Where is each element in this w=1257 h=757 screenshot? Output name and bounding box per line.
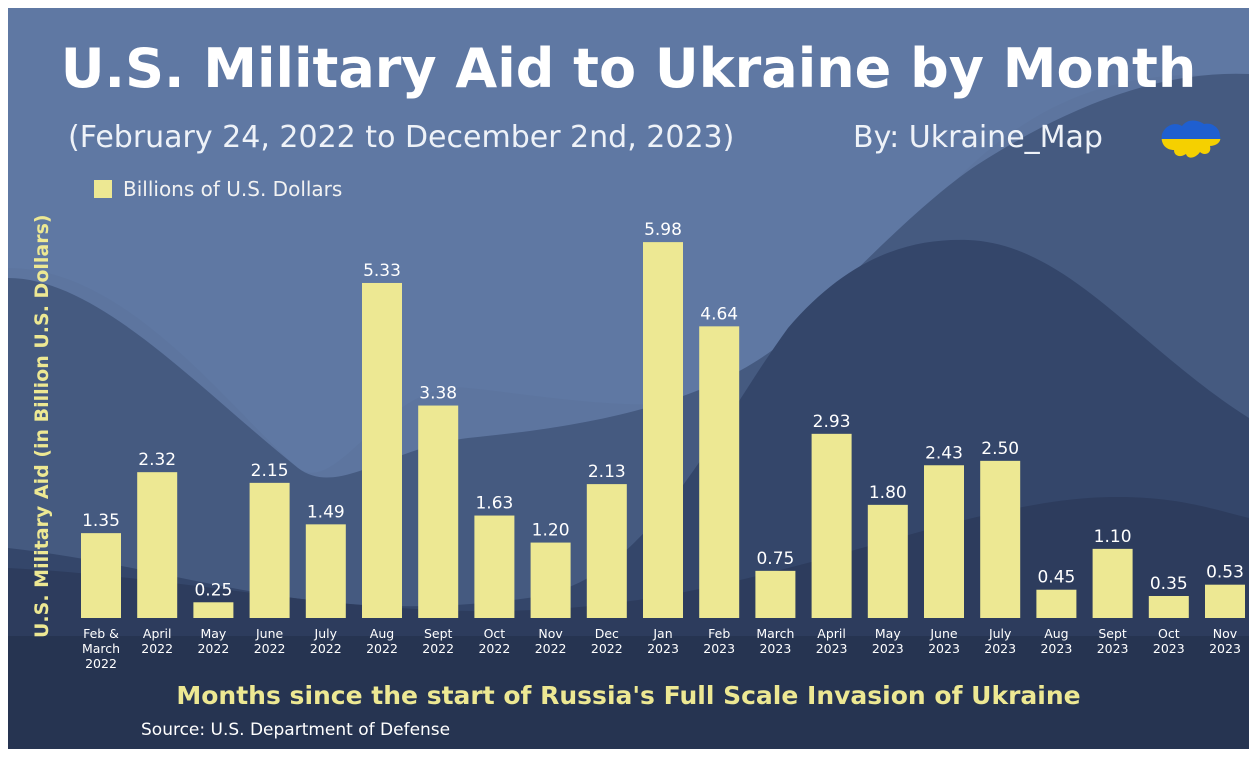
bar-15: [924, 465, 964, 618]
x-tick-label-4: July 2022: [310, 626, 342, 656]
x-tick-label-18: Sept 2023: [1097, 626, 1129, 656]
x-tick-label-2: May 2022: [197, 626, 229, 656]
x-tick-label-16: July 2023: [984, 626, 1016, 656]
data-label-2: 0.25: [194, 580, 232, 600]
bar-8: [530, 542, 571, 618]
bar-11: [699, 326, 740, 618]
x-tick-label-15: June 2023: [928, 626, 960, 656]
x-tick-label-1: April 2022: [141, 626, 173, 656]
bar-14: [867, 504, 908, 618]
bar-7: [474, 515, 515, 618]
bar-16: [980, 460, 1021, 618]
legend-swatch: [94, 180, 112, 198]
legend-label: Billions of U.S. Dollars: [123, 177, 343, 201]
data-label-12: 0.75: [756, 549, 794, 569]
bar-20: [1205, 584, 1245, 618]
bar-19: [1148, 596, 1189, 618]
x-tick-label-17: Aug 2023: [1040, 626, 1072, 656]
data-label-20: 0.53: [1206, 563, 1244, 583]
x-tick-label-11: Feb 2023: [703, 626, 735, 656]
source-note: Source: U.S. Department of Defense: [141, 720, 451, 740]
data-label-11: 4.64: [700, 304, 738, 324]
bar-10: [643, 242, 683, 618]
bar-13: [811, 433, 852, 618]
data-label-19: 0.35: [1150, 574, 1188, 594]
bar-2: [193, 602, 234, 618]
chart-title: U.S. Military Aid to Ukraine by Month: [60, 37, 1197, 100]
x-tick-label-0: Feb & March 2022: [82, 626, 120, 671]
x-tick-label-14: May 2023: [872, 626, 904, 656]
x-axis-label: Months since the start of Russia's Full …: [176, 681, 1081, 710]
data-label-7: 1.63: [475, 494, 513, 514]
x-tick-label-9: Dec 2022: [591, 626, 623, 656]
data-label-16: 2.50: [981, 439, 1019, 459]
x-tick-label-8: Nov 2022: [535, 626, 567, 656]
data-label-14: 1.80: [869, 483, 907, 503]
chart-frame: U.S. Military Aid to Ukraine by Month (F…: [8, 8, 1249, 749]
data-label-1: 2.32: [138, 450, 176, 470]
chart-subtitle: (February 24, 2022 to December 2nd, 2023…: [68, 120, 735, 155]
bar-9: [586, 484, 627, 618]
bar-3: [249, 482, 290, 618]
data-label-6: 3.38: [419, 384, 457, 404]
data-label-3: 2.15: [251, 461, 289, 481]
x-tick-label-3: June 2022: [254, 626, 286, 656]
bar-5: [362, 282, 402, 618]
x-tick-label-5: Aug 2022: [366, 626, 398, 656]
bar-12: [755, 570, 796, 618]
x-tick-label-6: Sept 2022: [422, 626, 454, 656]
data-label-8: 1.20: [532, 521, 570, 541]
bar-0: [81, 533, 121, 618]
data-label-9: 2.13: [588, 462, 626, 482]
bar-1: [137, 472, 178, 618]
data-label-10: 5.98: [644, 220, 682, 240]
bar-18: [1092, 548, 1133, 618]
data-label-4: 1.49: [307, 502, 345, 522]
ukraine-map-flag-icon: [1161, 120, 1221, 158]
bar-chart: 1.35 Feb & March 2022 2.32 April 2022 0.25 May 20…: [81, 220, 1245, 671]
bar-6: [418, 405, 459, 618]
data-label-17: 0.45: [1037, 568, 1075, 588]
x-tick-label-19: Oct 2023: [1153, 626, 1185, 656]
bar-17: [1036, 589, 1077, 618]
bar-4: [305, 524, 346, 618]
chart-byline: By: Ukraine_Map: [853, 120, 1103, 155]
x-tick-label-12: March 2023: [756, 626, 794, 656]
data-label-18: 1.10: [1094, 527, 1132, 547]
data-label-0: 1.35: [82, 511, 120, 531]
chart-legend: Billions of U.S. Dollars: [94, 176, 342, 202]
data-label-5: 5.33: [363, 261, 401, 281]
data-label-13: 2.93: [813, 412, 851, 432]
x-tick-label-20: Nov 2023: [1209, 626, 1241, 656]
data-label-15: 2.43: [925, 443, 963, 463]
x-tick-label-10: Jan 2023: [647, 626, 679, 656]
x-tick-label-7: Oct 2022: [478, 626, 510, 656]
x-tick-label-13: April 2023: [816, 626, 848, 656]
